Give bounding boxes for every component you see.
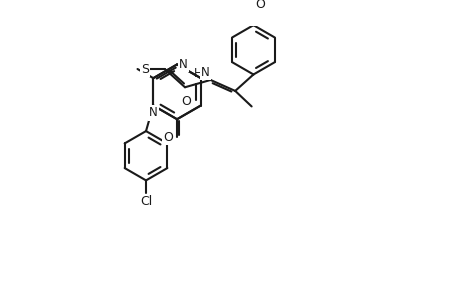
Text: H: H [193,67,202,80]
Text: Cl: Cl [140,195,152,208]
Text: O: O [180,94,190,108]
Text: O: O [163,131,173,144]
Text: N: N [179,58,187,71]
Text: N: N [201,66,209,79]
Text: O: O [255,0,264,11]
Text: S: S [141,62,149,76]
Text: N: N [149,106,157,119]
